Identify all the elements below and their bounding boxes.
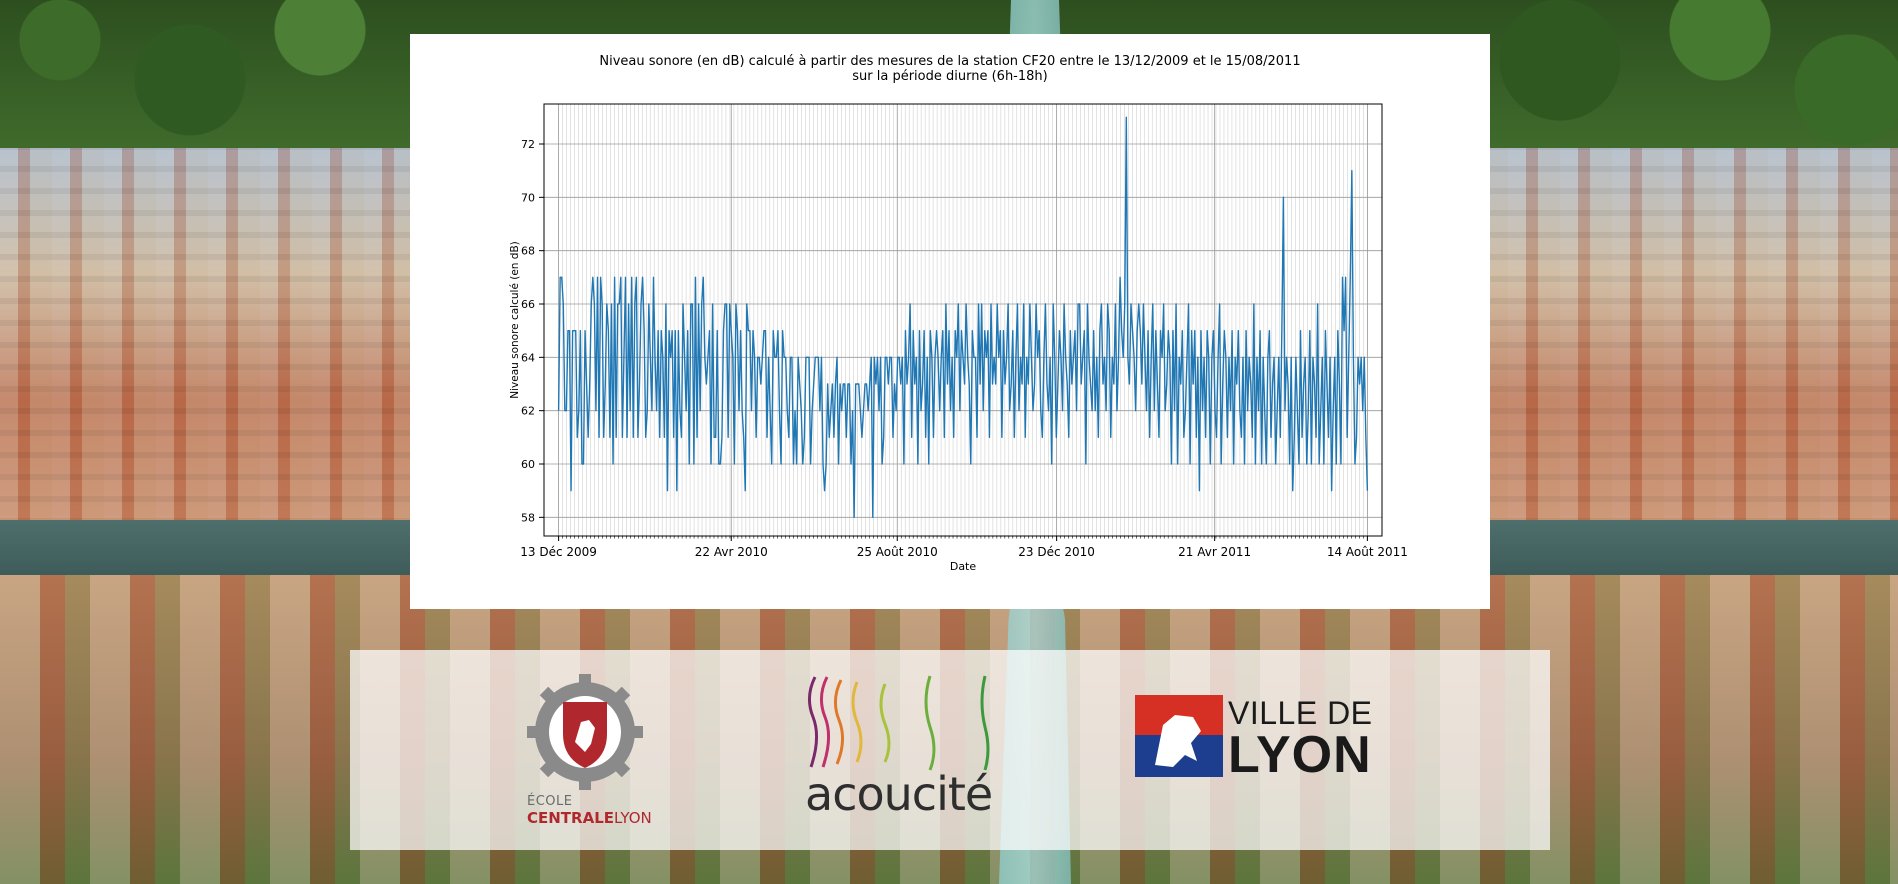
x-tick-label: 21 Avr 2011 xyxy=(1178,545,1251,559)
lion-icon xyxy=(575,720,595,752)
y-tick-label: 66 xyxy=(521,298,535,311)
acoucite-logo: acoucité xyxy=(805,672,1025,832)
line-chart: 13 Déc 2009 22 Avr 2010 25 Août 2010 23 Déc… xyxy=(509,103,1408,573)
centrale-lyon-logo: ÉCOLE CENTRALELYON xyxy=(525,672,655,832)
y-tick-label: 68 xyxy=(521,245,535,258)
ville-de-lyon-logo: VILLE DE LYON xyxy=(1135,695,1385,785)
chart-title-line1: Niveau sonore (en dB) calculé à partir d… xyxy=(599,54,1301,69)
y-tick-label: 64 xyxy=(521,351,535,364)
chart-title: Niveau sonore (en dB) calculé à partir d… xyxy=(410,54,1490,84)
logo-strip: ÉCOLE CENTRALELYON acoucité VILLE DE LYO… xyxy=(350,650,1550,850)
centrale-text-ecole: ÉCOLE xyxy=(527,794,573,809)
y-tick-label: 60 xyxy=(521,458,535,471)
sound-waves-icon xyxy=(808,675,990,771)
y-tick-label: 72 xyxy=(521,138,535,151)
x-tick-label: 14 Août 2011 xyxy=(1327,545,1408,559)
lyon-text-ville-de: VILLE DE xyxy=(1228,695,1373,731)
plot-frame xyxy=(543,103,1383,537)
lion-flag-icon xyxy=(1135,695,1223,777)
series-line xyxy=(557,116,1369,519)
chart-panel: Niveau sonore (en dB) calculé à partir d… xyxy=(410,34,1490,609)
chart-title-line2: sur la période diurne (6h-18h) xyxy=(852,69,1048,84)
acoucite-wordmark: acoucité xyxy=(805,767,993,821)
gear-icon xyxy=(527,674,643,790)
x-tick-label: 25 Août 2010 xyxy=(857,545,938,559)
y-axis-label: Niveau sonore calculé (en dB) xyxy=(509,241,521,399)
x-tick-label: 22 Avr 2010 xyxy=(695,545,768,559)
y-tick-label: 58 xyxy=(521,511,535,524)
y-tick-label: 62 xyxy=(521,405,535,418)
lyon-text-lyon: LYON xyxy=(1228,726,1372,784)
centrale-text-name: CENTRALELYON xyxy=(527,809,652,827)
y-tick-label: 70 xyxy=(521,191,535,204)
x-tick-label: 23 Déc 2010 xyxy=(1018,545,1095,559)
x-tick-label: 13 Déc 2009 xyxy=(520,545,597,559)
x-axis-label: Date xyxy=(950,560,977,573)
